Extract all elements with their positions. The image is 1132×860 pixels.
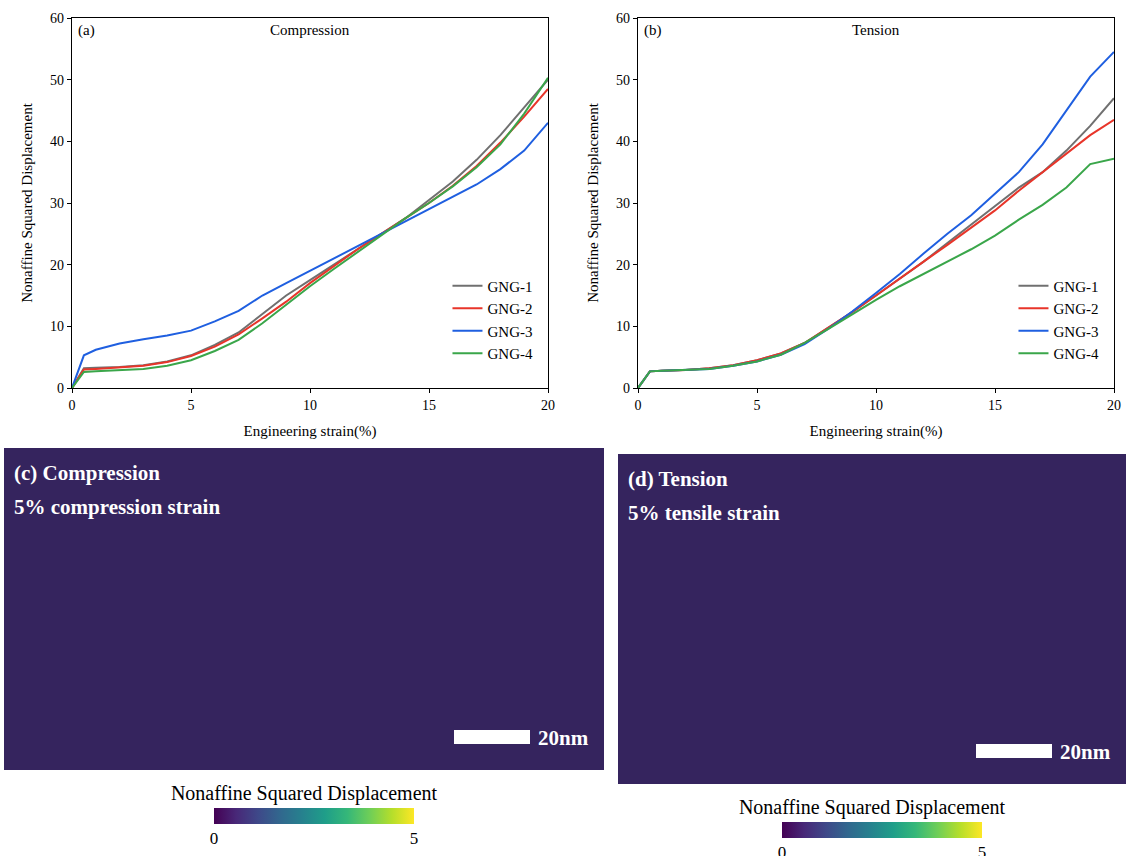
svg-text:0: 0	[778, 843, 787, 856]
svg-text:Tension: Tension	[852, 22, 900, 38]
svg-text:Nonaffine Squared Displacement: Nonaffine Squared Displacement	[171, 782, 438, 805]
svg-text:0: 0	[635, 398, 642, 413]
svg-text:50: 50	[50, 73, 64, 88]
svg-text:5% tensile strain: 5% tensile strain	[628, 501, 780, 525]
svg-text:Nonaffine Squared Displacement: Nonaffine Squared Displacement	[739, 796, 1006, 819]
svg-text:60: 60	[616, 11, 630, 26]
svg-text:0: 0	[57, 381, 64, 396]
svg-text:(b): (b)	[644, 22, 662, 39]
svg-text:Engineering strain(%): Engineering strain(%)	[810, 423, 943, 440]
svg-text:30: 30	[50, 196, 64, 211]
svg-text:50: 50	[616, 73, 630, 88]
svg-text:30: 30	[616, 196, 630, 211]
svg-text:20: 20	[541, 398, 555, 413]
svg-text:GNG-1: GNG-1	[1053, 279, 1098, 295]
svg-text:Engineering strain(%): Engineering strain(%)	[244, 423, 377, 440]
svg-text:GNG-3: GNG-3	[487, 324, 532, 340]
svg-text:GNG-2: GNG-2	[487, 301, 532, 317]
svg-text:Nonaffine Squared Displacement: Nonaffine Squared Displacement	[585, 102, 601, 302]
svg-text:10: 10	[50, 319, 64, 334]
svg-text:40: 40	[616, 134, 630, 149]
svg-text:0: 0	[210, 829, 219, 848]
svg-text:20: 20	[50, 258, 64, 273]
svg-text:GNG-2: GNG-2	[1053, 301, 1098, 317]
svg-text:20: 20	[616, 258, 630, 273]
svg-text:10: 10	[869, 398, 883, 413]
svg-text:Nonaffine Squared Displacement: Nonaffine Squared Displacement	[19, 102, 35, 302]
svg-text:5: 5	[410, 829, 419, 848]
svg-text:10: 10	[616, 319, 630, 334]
svg-text:GNG-4: GNG-4	[487, 346, 532, 362]
svg-text:20: 20	[1107, 398, 1121, 413]
svg-text:60: 60	[50, 11, 64, 26]
svg-text:GNG-3: GNG-3	[1053, 324, 1098, 340]
svg-text:10: 10	[303, 398, 317, 413]
svg-text:(c) Compression: (c) Compression	[14, 461, 160, 485]
svg-text:20nm: 20nm	[538, 726, 589, 750]
svg-text:0: 0	[69, 398, 76, 413]
svg-text:5: 5	[978, 843, 987, 856]
svg-text:15: 15	[988, 398, 1002, 413]
svg-text:5: 5	[754, 398, 761, 413]
svg-text:20nm: 20nm	[1060, 740, 1111, 764]
svg-text:15: 15	[422, 398, 436, 413]
svg-text:Compression: Compression	[270, 22, 350, 38]
svg-text:(d) Tension: (d) Tension	[628, 467, 728, 491]
svg-text:5% compression strain: 5% compression strain	[14, 495, 220, 519]
svg-text:GNG-4: GNG-4	[1053, 346, 1098, 362]
svg-text:5: 5	[188, 398, 195, 413]
svg-text:(a): (a)	[78, 22, 95, 39]
svg-text:40: 40	[50, 134, 64, 149]
svg-text:0: 0	[623, 381, 630, 396]
svg-text:GNG-1: GNG-1	[487, 279, 532, 295]
